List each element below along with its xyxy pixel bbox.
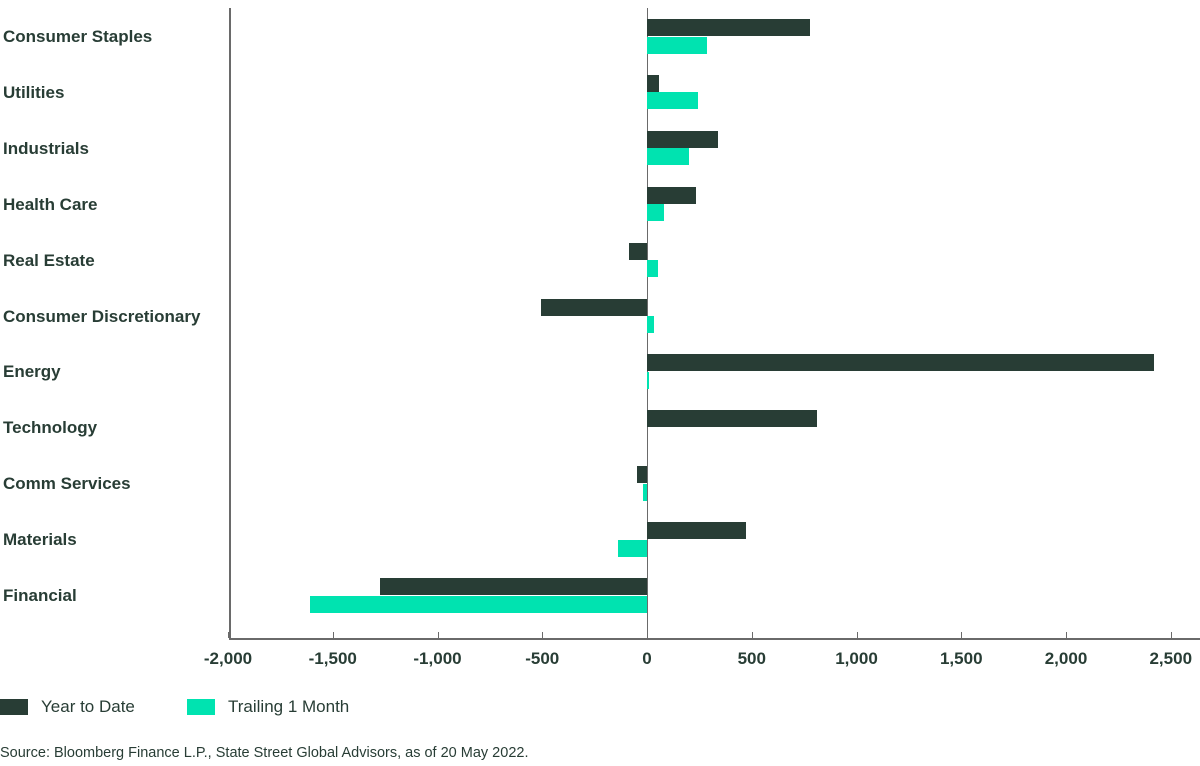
bar-t1m <box>647 36 707 54</box>
bar-ytd <box>647 19 811 36</box>
category-label: Industrials <box>3 138 89 158</box>
bar-ytd <box>628 242 647 260</box>
x-tick <box>332 632 334 638</box>
x-tick <box>228 632 229 638</box>
legend-item-ytd: Year to Date <box>0 697 135 717</box>
source-note: Source: Bloomberg Finance L.P., State St… <box>0 745 529 761</box>
x-tick-label: -2,000 <box>203 649 253 668</box>
x-tick-label: -1,000 <box>413 649 462 668</box>
category-label: Energy <box>3 362 61 382</box>
bar-ytd <box>541 298 647 316</box>
bar-t1m <box>618 539 647 557</box>
x-tick <box>1066 632 1067 638</box>
category-label: Technology <box>3 418 98 438</box>
legend-swatch-ytd <box>0 699 28 715</box>
bar-t1m <box>647 316 654 333</box>
bar-t1m <box>647 148 689 166</box>
bar-ytd <box>647 74 659 92</box>
bar-ytd <box>647 186 696 204</box>
bar-ytd <box>379 578 647 595</box>
bar-t1m <box>647 204 664 222</box>
legend-item-t1m: Trailing 1 Month <box>187 697 349 717</box>
category-label: Consumer Staples <box>3 27 153 46</box>
category-label: Consumer Discretionary <box>3 306 201 326</box>
y-axis-line <box>229 8 231 639</box>
bar-ytd <box>647 354 1154 372</box>
legend-swatch-t1m <box>187 699 215 715</box>
x-tick-label: 500 <box>737 649 766 668</box>
x-tick-label: -1,500 <box>308 649 357 668</box>
x-tick-label: 2,000 <box>1044 649 1088 668</box>
bar-ytd <box>647 522 746 540</box>
x-tick-label: 0 <box>642 649 652 668</box>
category-label: Financial <box>3 586 77 605</box>
x-tick-label: 1,000 <box>835 649 878 668</box>
bar-ytd <box>647 130 718 148</box>
x-tick-label: -500 <box>525 649 560 668</box>
category-label: Real Estate <box>3 250 95 270</box>
x-tick-label: 1,500 <box>939 649 983 668</box>
bar-t1m <box>643 483 647 501</box>
legend-label: Trailing 1 Month <box>228 697 350 716</box>
bar-t1m <box>647 260 658 278</box>
bar-ytd <box>636 466 647 484</box>
category-label: Health Care <box>3 194 98 214</box>
x-tick <box>647 632 648 638</box>
x-tick <box>437 632 439 638</box>
x-tick-label: 2,500 <box>1149 649 1193 668</box>
category-label: Comm Services <box>3 474 131 494</box>
category-label: Utilities <box>3 82 65 102</box>
x-tick <box>542 632 544 638</box>
legend-label: Year to Date <box>41 697 135 716</box>
x-tick <box>751 632 753 638</box>
bar-ytd <box>647 410 817 428</box>
x-tick <box>1170 632 1172 638</box>
bar-t1m <box>647 92 698 110</box>
bar-t1m <box>647 371 649 389</box>
x-axis-line <box>229 638 1200 640</box>
x-tick <box>856 632 858 638</box>
category-label: Materials <box>3 530 77 550</box>
bar-t1m <box>309 595 647 613</box>
x-tick <box>961 632 963 638</box>
